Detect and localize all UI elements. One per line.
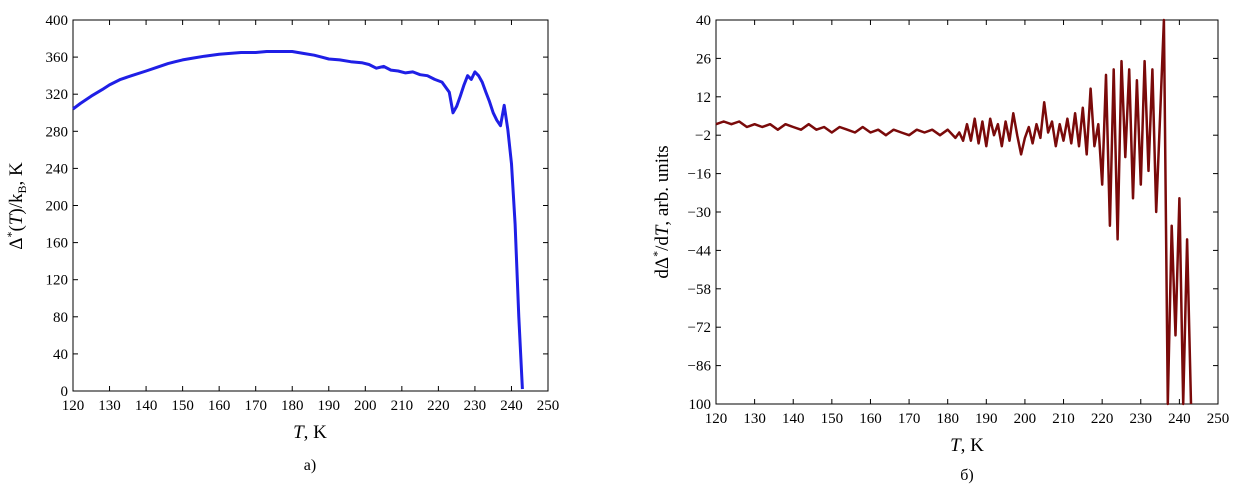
chart-b-x-tick-label: 200 <box>1014 411 1037 427</box>
chart-a-x-tick-label: 230 <box>464 398 487 414</box>
chart-b-y-tick-label: 100 <box>689 397 712 413</box>
chart-a-x-tick-label: 210 <box>391 398 414 414</box>
chart-b-x-tick-label: 130 <box>743 411 766 427</box>
chart-a-x-tick-label: 140 <box>135 398 158 414</box>
chart-b-x-tick-label: 190 <box>975 411 998 427</box>
chart-b-y-tick-label: −44 <box>688 243 712 259</box>
chart-a-y-tick-label: 120 <box>46 273 69 289</box>
chart-b-y-tick-label: 26 <box>696 51 712 67</box>
chart-b-series-line <box>715 18 1193 406</box>
chart-b-frame <box>715 19 1219 405</box>
chart-b-x-axis-label: T, K <box>950 435 984 456</box>
chart-a-y-tick-label: 280 <box>46 124 69 140</box>
chart-a-x-tick-label: 170 <box>244 398 267 414</box>
chart-b-x-tick-label: 250 <box>1207 411 1230 427</box>
chart-a-x-tick-label: 180 <box>281 398 304 414</box>
chart-b-y-tick-label: 12 <box>696 90 711 106</box>
chart-a-y-tick-label: 0 <box>61 384 69 400</box>
chart-a-x-ticks: 120 130 140 150 160 170 180 190 200 210 220 230 240 2… <box>62 20 560 414</box>
chart-a-y-tick-label: 400 <box>46 13 69 29</box>
chart-a-caption: а) <box>304 457 316 474</box>
chart-a-x-tick-label: 130 <box>98 398 121 414</box>
chart-a-y-ticks: 0 40 80 120 160 200 240 280 320 360 400 <box>46 13 548 400</box>
chart-a-y-tick-label: 320 <box>46 87 69 103</box>
chart-b-x-tick-label: 240 <box>1168 411 1191 427</box>
chart-a-series-line <box>72 50 524 390</box>
chart-a-x-tick-label: 220 <box>427 398 450 414</box>
chart-b-y-tick-label: −30 <box>688 205 711 221</box>
chart-b-x-tick-label: 120 <box>705 411 728 427</box>
chart-b-y-tick-label: −58 <box>688 282 711 298</box>
chart-a-y-axis-label: Δ*(T)/kB, K <box>4 162 29 250</box>
chart-a-y-tick-label: 80 <box>53 310 68 326</box>
chart-b: 120 130 140 150 160 170 180 190 200 210 220 230 240 2… <box>650 13 1229 484</box>
chart-b-x-tick-label: 170 <box>898 411 921 427</box>
chart-b-x-tick-label: 180 <box>936 411 959 427</box>
chart-b-y-tick-label: −2 <box>695 128 711 144</box>
chart-a-y-tick-label: 360 <box>46 50 69 66</box>
chart-b-x-tick-label: 160 <box>859 411 882 427</box>
chart-b-y-ticks: 100 −86 −72 −58 −44 −30 −16 −2 12 26 40 <box>688 13 1218 413</box>
chart-a-y-tick-label: 200 <box>46 199 69 215</box>
chart-a-y-tick-label: 240 <box>46 161 69 177</box>
chart-b-y-tick-label: −86 <box>688 359 712 375</box>
chart-a-x-tick-label: 160 <box>208 398 231 414</box>
chart-a-y-tick-label: 40 <box>53 347 68 363</box>
chart-a-x-tick-label: 250 <box>537 398 560 414</box>
chart-b-x-tick-label: 230 <box>1130 411 1153 427</box>
chart-b-y-axis-label: dΔ*/dT, arb. units <box>650 145 673 278</box>
chart-b-x-tick-label: 220 <box>1091 411 1114 427</box>
chart-a-x-axis-label: T, K <box>293 422 327 443</box>
chart-a-x-tick-label: 190 <box>318 398 341 414</box>
chart-a: 120 130 140 150 160 170 180 190 200 210 220 230 240 2… <box>4 13 559 474</box>
chart-b-x-tick-label: 140 <box>782 411 805 427</box>
chart-b-y-tick-label: 40 <box>696 13 711 29</box>
chart-b-caption: б) <box>960 467 973 484</box>
chart-b-y-tick-label: −72 <box>688 320 711 336</box>
chart-a-y-tick-label: 160 <box>46 236 69 252</box>
chart-b-x-tick-label: 150 <box>821 411 844 427</box>
chart-a-x-tick-label: 120 <box>62 398 85 414</box>
chart-a-x-tick-label: 150 <box>171 398 194 414</box>
chart-a-x-tick-label: 200 <box>354 398 377 414</box>
chart-b-x-tick-label: 210 <box>1052 411 1075 427</box>
chart-b-y-tick-label: −16 <box>688 167 712 183</box>
chart-a-x-tick-label: 240 <box>500 398 523 414</box>
chart-b-x-ticks: 120 130 140 150 160 170 180 190 200 210 220 230 240 2… <box>705 20 1230 427</box>
